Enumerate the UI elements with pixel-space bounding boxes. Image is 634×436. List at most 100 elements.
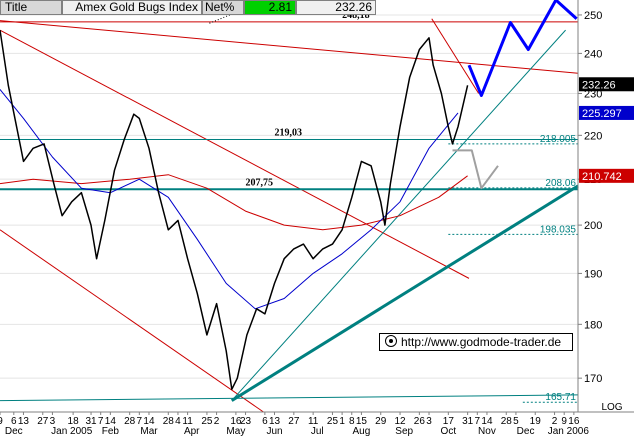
- x-tick-label: 7: [475, 416, 481, 427]
- trend-line: [0, 20, 579, 74]
- x-month-label: Sep: [395, 426, 413, 436]
- dashed-level-label: 208.06: [545, 178, 576, 189]
- x-tick-label: 18: [68, 416, 80, 427]
- net-percent-value: 2.81: [244, 0, 296, 15]
- dashed-level-label: 218.005: [540, 134, 577, 145]
- x-month-label: Feb: [102, 426, 120, 436]
- net-percent-label: Net%: [202, 0, 244, 15]
- axis-badge-label: 232.26: [582, 79, 616, 91]
- trend-line: [231, 29, 566, 401]
- x-tick-label: 14: [481, 416, 493, 427]
- trendline-layer: [0, 18, 579, 413]
- instrument-name: Amex Gold Bugs Index: [62, 0, 202, 15]
- x-month-label: Oct: [441, 426, 457, 436]
- x-tick-label: 28: [124, 416, 136, 427]
- axis-badge: [579, 168, 634, 183]
- projection-gray-line: [452, 149, 499, 190]
- x-tick-label: 31: [462, 416, 474, 427]
- x-month-label: Apr: [184, 426, 200, 436]
- x-tick-label: 13: [269, 416, 281, 427]
- x-tick-label: 2: [214, 416, 220, 427]
- y-tick-label: 190: [584, 268, 602, 280]
- sma-long-line: [0, 174, 468, 231]
- price-line: [0, 29, 469, 391]
- x-tick-label: 5: [513, 416, 519, 427]
- x-tick-label: 14: [143, 416, 155, 427]
- x-tick-label: 25: [201, 416, 213, 427]
- y-axis-badges: 232.26 225.297 210.742: [579, 77, 634, 183]
- x-tick-label: 7: [137, 416, 143, 427]
- level-line-label: 248,18: [342, 10, 370, 21]
- y-axis: 170180190200210220230240250LOG: [578, 10, 623, 413]
- series-layer: [0, 29, 469, 391]
- sma-short-line: [0, 89, 459, 310]
- trend-line: [0, 29, 470, 279]
- y-tick-label: 180: [584, 319, 602, 331]
- x-tick-label: 8: [349, 416, 355, 427]
- watermark: http://www.godmode-trader.de: [379, 333, 573, 351]
- x-tick-label: 25: [327, 416, 339, 427]
- trend-line: [431, 18, 480, 94]
- x-tick-label: 1: [339, 416, 345, 427]
- x-tick-label: 23: [240, 416, 252, 427]
- x-tick-label: 4: [175, 416, 181, 427]
- x-tick-label: 11: [308, 416, 319, 427]
- x-tick-label: 19: [530, 416, 542, 427]
- x-tick-label: 3: [426, 416, 432, 427]
- axis-badge-label: 225.297: [582, 108, 622, 120]
- x-month-label: Aug: [353, 426, 371, 436]
- x-tick-label: 13: [18, 416, 30, 427]
- x-month-label: Dec: [517, 426, 535, 436]
- x-tick-label: 6: [11, 416, 17, 427]
- level-line-label: 207,75: [246, 177, 274, 188]
- x-tick-label: 31: [85, 416, 97, 427]
- y-tick-label: 230: [584, 88, 602, 100]
- level-line-label: 219,03: [275, 128, 303, 139]
- projection-blue-line: [467, 0, 578, 97]
- x-tick-label: 28: [501, 416, 513, 427]
- x-tick-label: 16: [568, 416, 580, 427]
- x-tick-label: 17: [443, 416, 455, 427]
- x-month-label: Jan 2005: [51, 426, 93, 436]
- y-tick-label: 170: [584, 373, 602, 385]
- x-tick-label: 27: [288, 416, 300, 427]
- x-tick-label: 15: [356, 416, 368, 427]
- x-month-label: Mar: [140, 426, 158, 436]
- x-tick-label: 27: [37, 416, 49, 427]
- x-month-label: May: [226, 426, 245, 436]
- x-tick-label: 11: [182, 416, 193, 427]
- x-tick-label: 9: [0, 416, 3, 427]
- trend-line: [230, 184, 579, 402]
- y-axis-scale-label: LOG: [601, 402, 622, 413]
- y-tick-label: 220: [584, 130, 602, 142]
- x-month-label: Jul: [311, 426, 324, 436]
- x-tick-label: 14: [105, 416, 117, 427]
- x-tick-label: 9: [561, 416, 567, 427]
- axis-badge: [579, 77, 634, 92]
- x-month-label: Dec: [5, 426, 23, 436]
- dashed-level-label: 165.71: [545, 392, 576, 403]
- title-label: Title: [0, 0, 62, 15]
- y-tick-label: 240: [584, 48, 602, 60]
- x-tick-label: 16: [230, 416, 242, 427]
- x-month-label: Jan 2006: [548, 426, 590, 436]
- x-month-label: Jun: [266, 426, 282, 436]
- x-tick-label: 3: [50, 416, 56, 427]
- x-tick-label: 6: [262, 416, 268, 427]
- level-line-layer: [0, 21, 578, 403]
- last-price-value: 232.26: [296, 0, 376, 15]
- x-tick-label: 28: [163, 416, 175, 427]
- x-tick-label: 2: [552, 416, 558, 427]
- x-month-label: Nov: [478, 426, 496, 436]
- x-tick-label: 7: [98, 416, 104, 427]
- x-tick-label: 12: [394, 416, 406, 427]
- x-tick-label: 26: [414, 416, 426, 427]
- y-tick-label: 200: [584, 220, 602, 232]
- x-axis: 9613273183171428714284112521623613271125…: [0, 412, 589, 436]
- axis-badge-label: 210.742: [582, 171, 622, 183]
- trend-line: [0, 394, 579, 402]
- projection-layer: [452, 0, 578, 190]
- x-tick-label: 29: [375, 416, 387, 427]
- watermark-text: http://www.godmode-trader.de: [401, 335, 562, 349]
